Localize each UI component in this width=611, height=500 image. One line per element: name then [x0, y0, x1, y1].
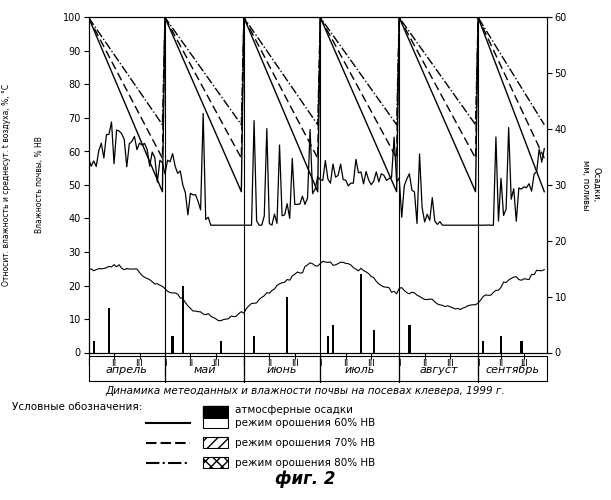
Bar [203, 406, 228, 418]
Bar [500, 336, 502, 352]
Text: Условные обозначения:: Условные обозначения: [12, 402, 142, 412]
Bar [203, 438, 228, 448]
Text: июнь: июнь [267, 365, 298, 375]
Bar [165, 356, 244, 381]
Y-axis label: Осадки,
мм, поливы: Осадки, мм, поливы [580, 160, 600, 210]
Text: май: май [193, 365, 216, 375]
Bar [286, 296, 288, 352]
Bar [203, 418, 228, 428]
Text: Относит. влажность и среднесут. t воздуха, %, °С: Относит. влажность и среднесут. t воздух… [2, 84, 10, 286]
Bar [203, 458, 228, 468]
Text: режим орошения 80% НВ: режим орошения 80% НВ [235, 458, 376, 468]
Bar [108, 308, 110, 352]
Bar [520, 342, 522, 352]
Bar [244, 356, 320, 381]
Text: Динамика метеоданных и влажности почвы на посевах клевера, 1999 г.: Динамика метеоданных и влажности почвы н… [106, 386, 505, 396]
Bar [482, 342, 485, 352]
Text: фиг. 2: фиг. 2 [275, 470, 336, 488]
Bar [172, 336, 174, 352]
Text: атмосферные осадки: атмосферные осадки [235, 405, 353, 415]
Text: Влажность почвы, % НВ: Влажность почвы, % НВ [35, 136, 44, 234]
Text: режим орошения 70% НВ: режим орошения 70% НВ [235, 438, 376, 448]
Bar [408, 324, 411, 352]
Text: август: август [419, 365, 458, 375]
Bar [327, 336, 329, 352]
Bar [253, 336, 255, 352]
Text: июль: июль [345, 365, 375, 375]
Bar [399, 356, 478, 381]
Bar [332, 324, 334, 352]
Bar [320, 356, 399, 381]
Bar [360, 274, 362, 352]
Bar [89, 356, 165, 381]
Text: сентябрь: сентябрь [486, 365, 540, 375]
Bar [181, 286, 184, 352]
Bar [373, 330, 375, 352]
Bar [478, 356, 547, 381]
Bar [92, 342, 95, 352]
Bar [220, 342, 222, 352]
Text: режим орошения 60% НВ: режим орошения 60% НВ [235, 418, 376, 428]
Text: апрель: апрель [106, 365, 148, 375]
